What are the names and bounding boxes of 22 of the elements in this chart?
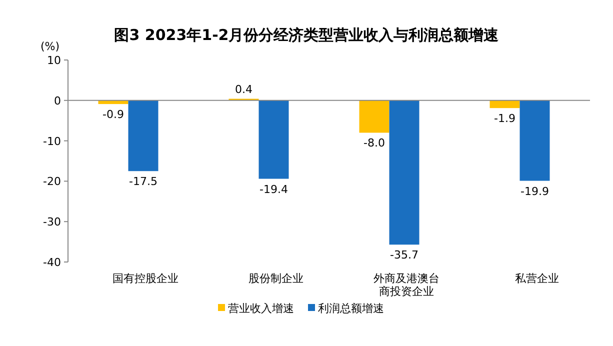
x-tick-label: 股份制企业	[248, 272, 304, 285]
data-label: -17.5	[129, 175, 158, 188]
data-label: -35.7	[390, 248, 418, 262]
x-tick-label: 外商及港澳台商投资企业	[373, 272, 440, 298]
y-tick-label: 0	[54, 94, 61, 108]
y-tick-label: -10	[43, 134, 61, 148]
x-tick-label: 国有控股企业	[112, 272, 178, 285]
chart-title: 图3 2023年1-2月份分经济类型营业收入与利润总额增速	[114, 26, 500, 44]
y-tick-label: 10	[47, 54, 61, 67]
legend-label: 利润总额增速	[318, 302, 384, 315]
data-label: -19.9	[520, 184, 549, 198]
x-tick-label: 私营企业	[514, 272, 559, 285]
y-tick-label: -40	[43, 256, 61, 269]
y-tick-label: -30	[43, 216, 61, 229]
data-label: 0.4	[235, 82, 252, 96]
legend-label: 营业收入增速	[228, 302, 294, 315]
data-label: -1.9	[494, 112, 516, 126]
data-label: -8.0	[364, 136, 385, 150]
data-label: -19.4	[260, 182, 288, 196]
y-axis-title: (%)	[40, 40, 60, 53]
data-label: -0.9	[102, 108, 124, 122]
y-tick-label: -20	[43, 175, 61, 188]
